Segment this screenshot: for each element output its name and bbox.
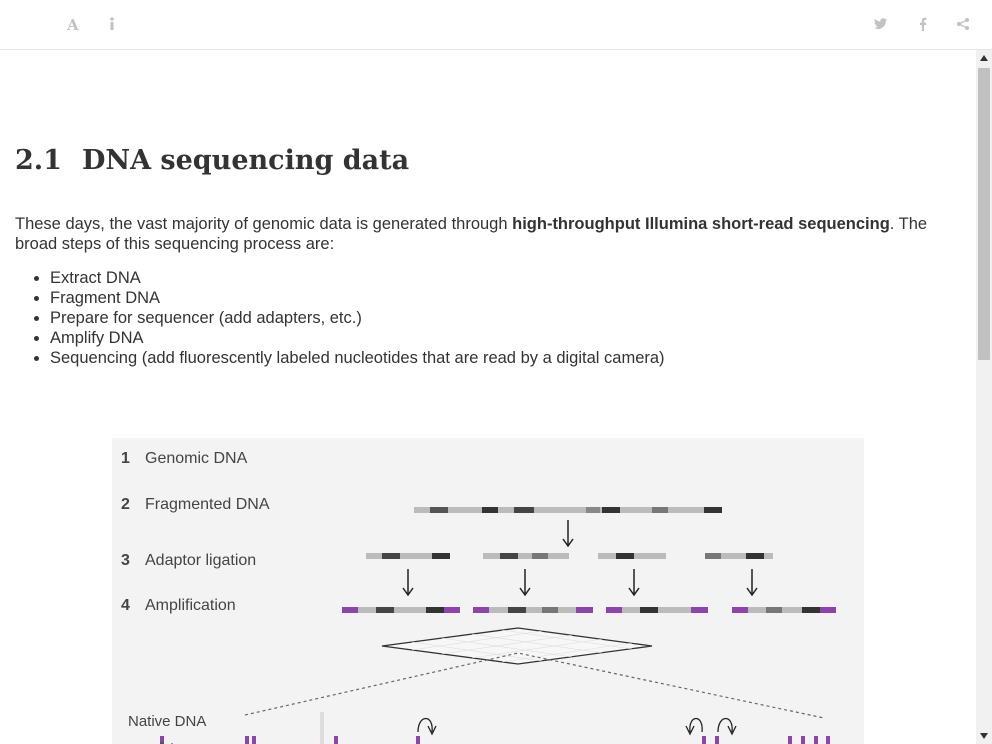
native-dna-label: Native DNA [128,713,206,730]
workflow-diagram: 1 Genomic DNA 2 Fragmented DNA 3 Adaptor… [121,450,836,744]
intro-text-before: These days, the vast majority of genomic… [15,215,513,233]
info-icon[interactable] [102,14,122,34]
sequencing-steps-list: Extract DNA Fragment DNA Prepare for seq… [30,268,665,368]
flow-cell [381,627,653,665]
arrow-icon [562,520,574,548]
intro-bold-text: high-throughput Illumina short-read sequ… [512,215,890,233]
section-heading: 2.1 DNA sequencing data [15,145,409,176]
list-item: Prepare for sequencer (add adapters, etc… [50,308,665,328]
sequencing-workflow-figure: 1 Genomic DNA 2 Fragmented DNA 3 Adaptor… [112,438,864,744]
book-content: 2.1 DNA sequencing data These days, the v… [0,50,976,744]
svg-text:A: A [66,16,79,32]
stage-label: Genomic DNA [145,450,248,467]
scroll-up-icon[interactable] [976,50,992,66]
native-dna-strands [160,712,830,744]
facebook-icon[interactable] [913,14,933,34]
stage-number: 3 [121,552,130,569]
stage-number: 1 [121,450,130,467]
zoom-lines [244,652,825,719]
scrollbar-thumb[interactable] [978,68,990,360]
book-toolbar: A [0,0,992,50]
share-icon[interactable] [953,14,973,34]
adaptor-ligated-fragments [342,607,836,613]
arrow-icon [402,569,758,597]
content-scrollbar[interactable] [976,50,992,744]
stage-label: Amplification [145,597,236,614]
scroll-down-icon[interactable] [976,728,992,744]
font-settings-icon[interactable]: A [63,14,83,34]
list-item: Extract DNA [50,268,665,288]
list-item: Sequencing (add fluorescently labeled nu… [50,348,665,368]
section-number: 2.1 [15,145,62,176]
stage-number: 4 [121,597,130,614]
intro-paragraph: These days, the vast majority of genomic… [15,214,970,254]
twitter-icon[interactable] [871,14,891,34]
stage-label: Fragmented DNA [145,496,270,513]
list-item: Amplify DNA [50,328,665,348]
list-item: Fragment DNA [50,288,665,308]
stage-label: Adaptor ligation [145,552,256,569]
section-title: DNA sequencing data [81,145,410,176]
stage-number: 2 [121,496,130,513]
genomic-dna-strand [414,507,722,513]
fragmented-dna [366,553,773,559]
intro-text-after: . The broad steps of this sequencing pro… [15,215,928,253]
